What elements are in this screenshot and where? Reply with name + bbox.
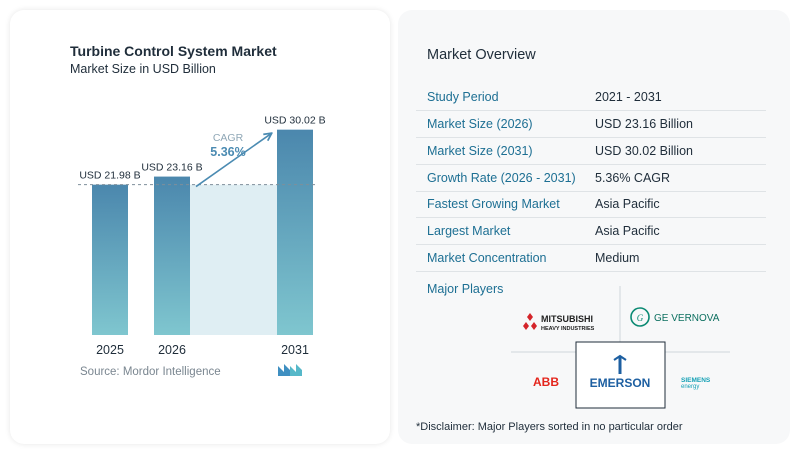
cagr-value: 5.36% xyxy=(210,145,245,159)
abb-logo: ABB xyxy=(533,375,559,389)
overview-row: Growth Rate (2026 - 2031) 5.36% CAGR xyxy=(416,165,766,192)
major-players-title: Major Players xyxy=(427,282,504,296)
overview-label: Market Size (2026) xyxy=(427,117,533,131)
disclaimer: *Disclaimer: Major Players sorted in no … xyxy=(416,421,683,433)
source-note: Source: Mordor Intelligence xyxy=(80,366,221,378)
overview-value: Asia Pacific xyxy=(595,197,660,211)
overview-title: Market Overview xyxy=(427,47,536,63)
logo-highlight-box xyxy=(575,341,666,409)
svg-text:G: G xyxy=(637,313,644,323)
emerson-name: EMERSON xyxy=(590,376,651,390)
overview-row: Market Size (2026) USD 23.16 Billion xyxy=(416,111,766,138)
bar xyxy=(154,176,190,335)
overview-value: USD 30.02 Billion xyxy=(595,144,693,158)
value-label: USD 30.02 B xyxy=(264,115,325,127)
overview-row: Market Size (2031) USD 30.02 Billion xyxy=(416,138,766,165)
siemens-energy-logo: SIEMENS energy xyxy=(681,377,711,390)
overview-row: Study Period 2021 - 2031 xyxy=(416,84,766,111)
siemens-name: SIEMENS xyxy=(681,377,711,384)
mitsubishi-name: MITSUBISHI xyxy=(541,314,593,324)
overview-value: Asia Pacific xyxy=(595,224,660,238)
chart-subtitle: Market Size in USD Billion xyxy=(70,62,216,76)
overview-label: Market Size (2031) xyxy=(427,144,533,158)
overview-label: Fastest Growing Market xyxy=(427,197,560,211)
overview-row: Largest Market Asia Pacific xyxy=(416,218,766,245)
overview-row: Market Concentration Medium xyxy=(416,245,766,272)
cagr-arrow xyxy=(195,134,271,188)
x-tick-label: 2026 xyxy=(158,343,186,357)
emerson-logo: EMERSON xyxy=(590,354,651,390)
siemens-subname: energy xyxy=(681,384,699,390)
bar xyxy=(277,129,313,335)
mitsubishi-subname: HEAVY INDUSTRIES xyxy=(541,326,595,332)
overview-label: Growth Rate (2026 - 2031) xyxy=(427,171,576,185)
overview-label: Market Concentration xyxy=(427,251,547,265)
mitsubishi-logo: MITSUBISHI HEAVY INDUSTRIES xyxy=(523,313,595,332)
ge-vernova-logo: G GE VERNOVA xyxy=(630,307,720,327)
value-label: USD 21.98 B xyxy=(79,170,140,182)
value-label: USD 23.16 B xyxy=(141,162,202,174)
overview-value: 5.36% CAGR xyxy=(595,171,671,185)
overview-value: USD 23.16 Billion xyxy=(595,117,693,131)
overview-value: 2021 - 2031 xyxy=(595,90,662,104)
overview-label: Largest Market xyxy=(427,224,511,238)
bar xyxy=(92,184,128,335)
x-tick-label: 2031 xyxy=(281,343,309,357)
growth-shade xyxy=(190,184,277,335)
x-tick-label: 2025 xyxy=(96,343,124,357)
ge-name: GE VERNOVA xyxy=(654,313,720,324)
mordor-logo-icon xyxy=(278,364,302,376)
overview-label: Study Period xyxy=(427,90,499,104)
chart-title: Turbine Control System Market xyxy=(70,43,277,59)
overview-row: Fastest Growing Market Asia Pacific xyxy=(416,191,766,218)
cagr-label: CAGR xyxy=(213,132,244,144)
overview-value: Medium xyxy=(595,251,640,265)
